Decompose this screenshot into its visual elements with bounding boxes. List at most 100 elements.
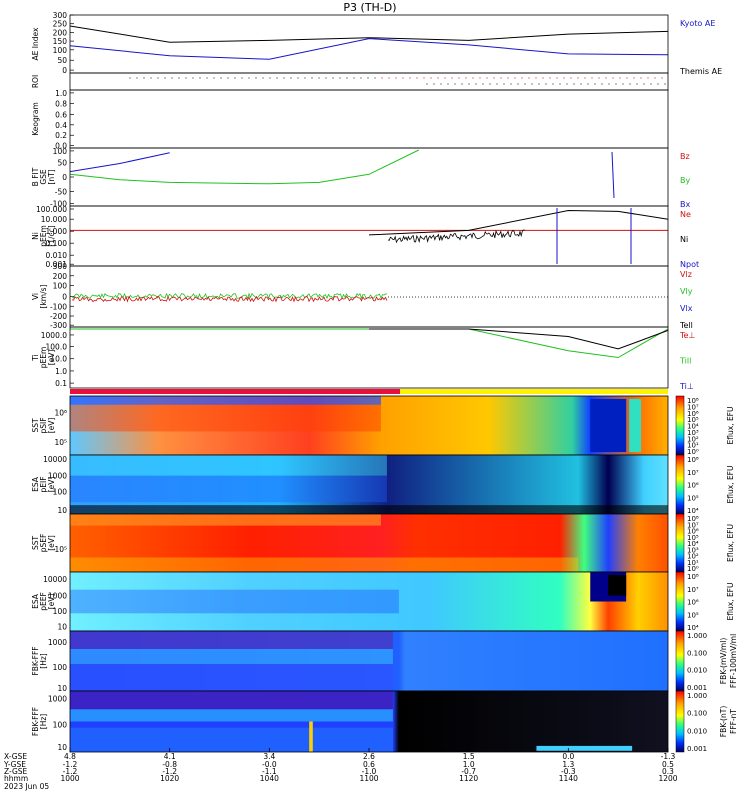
panel-ylabel: [eV] (47, 350, 56, 366)
roi-dot (608, 83, 610, 85)
colorbar-tick-label: 0.100 (687, 649, 707, 657)
colorbar-tick-label: 10⁸ (687, 515, 699, 523)
roi-dot (584, 77, 586, 79)
roi-dot (601, 83, 603, 85)
roi-dot (524, 83, 526, 85)
axis-column-value: 1120 (459, 774, 478, 783)
colorbar-tick-label: 10⁶ (687, 410, 699, 418)
axis-column-value: 4.1 (164, 752, 176, 761)
y-tick-label: 200 (53, 272, 68, 281)
y-tick-label: 10⁶ (54, 409, 67, 418)
y-tick-label: 150 (53, 37, 68, 46)
y-tick-label: 10 (57, 684, 67, 693)
colorbar-label: FBK-(mV/ml) (719, 638, 728, 685)
legend-label: Ti⊥ (679, 382, 694, 391)
panel-ylabel: [eV] (47, 418, 56, 434)
y-tick-label: 0.8 (55, 99, 67, 108)
colorbar-label: Eflux, EFU (726, 524, 735, 562)
panel-ylabel: ESA (31, 476, 40, 492)
y-tick-label: 0.001 (46, 260, 68, 269)
axis-column-value: -1.2 (63, 760, 78, 769)
roi-dot (661, 77, 663, 79)
roi-dot (304, 77, 306, 79)
panel-frame (69, 147, 669, 207)
roi-dot (654, 77, 656, 79)
roi-dot (430, 77, 432, 79)
roi-dot (622, 83, 624, 85)
roi-dot (416, 77, 418, 79)
legend-label: Ni (680, 235, 688, 244)
panel-ylabel: B FIT (31, 167, 40, 186)
roi-dot (433, 83, 435, 85)
roi-dot (615, 83, 617, 85)
roi-dot (587, 83, 589, 85)
roi-dot (381, 77, 383, 79)
panel-ylabel: Vi (31, 293, 40, 300)
fbk-bfield-band (70, 691, 393, 710)
roi-dot (650, 83, 652, 85)
fbk-efield-band (70, 664, 393, 691)
roi-dot (325, 77, 327, 79)
roi-dot (395, 77, 397, 79)
roi-dot (402, 77, 404, 79)
panel-frame (69, 205, 669, 267)
roi-dot (493, 77, 495, 79)
panel-esa_i: ESA pEIF [eV] 10000 1000 100 10 (31, 454, 669, 515)
colorbar-tick-label: 10⁴ (687, 624, 699, 632)
roi-dot (594, 83, 596, 85)
roi-dot (657, 83, 659, 85)
colorbar-tick-label: 0.001 (687, 745, 707, 753)
colorbar-tick-label: 10⁷ (687, 521, 699, 529)
axis-column-value: -0.7 (461, 767, 476, 776)
panel-bfield: B FIT GSE [nT] 100 50 0 -50 -100 Bz By Bx (31, 147, 690, 209)
series-line-kyotoae (69, 38, 669, 60)
roi-dot (542, 77, 544, 79)
y-tick-label: 100 (53, 663, 68, 672)
roi-dot (507, 77, 509, 79)
roi-dot (538, 83, 540, 85)
roi-dot (220, 77, 222, 79)
esa-ion-band (70, 475, 387, 503)
panel-temp: Ti pEEm [eV] 1000.0 100.0 10.0 1.0 0.1 Te⊥ Till Ti… (31, 326, 695, 391)
y-tick-label: 0.0 (55, 142, 67, 151)
legend-label: Tell (679, 321, 693, 330)
axis-column-value: -1.2 (63, 767, 78, 776)
roi-dot (482, 83, 484, 85)
roi-dot (388, 77, 390, 79)
y-tick-label: 300 (53, 11, 68, 20)
axis-column-value: 1040 (260, 774, 279, 783)
roi-dot (234, 77, 236, 79)
axis-column-value: 1020 (160, 774, 179, 783)
panel-ylabel: SST (31, 536, 40, 551)
roi-dot (598, 77, 600, 79)
colorbar-label: FFF-nT (729, 709, 738, 734)
roi-dot (486, 77, 488, 79)
colorbar-tick-label: 1.000 (687, 632, 707, 640)
roi-dot (496, 83, 498, 85)
fbk-efield-band (70, 649, 393, 664)
colorbar-label: FFF-100mV/ml (729, 634, 738, 688)
colorbar-tick-label: 10² (687, 553, 699, 561)
panel-ylabel: [Hz] (39, 714, 48, 730)
axis-column-value: -1.2 (162, 767, 177, 776)
roi-dot (360, 77, 362, 79)
axis-column-value: 1100 (359, 774, 378, 783)
roi-dot (633, 77, 635, 79)
y-tick-label: 0.4 (55, 121, 67, 130)
y-tick-label: 10 (57, 622, 67, 631)
axis-column-value: 1.3 (562, 760, 574, 769)
colorbar-tick-label: 10³ (687, 429, 699, 437)
roi-dot (612, 77, 614, 79)
orbit-bar-red (70, 389, 400, 394)
roi-dot (290, 77, 292, 79)
sst-ion-band (70, 404, 381, 432)
y-tick-label: 1000 (48, 638, 67, 647)
colorbar-tick-label: 0.010 (687, 727, 707, 735)
roi-dot (468, 83, 470, 85)
roi-dot (444, 77, 446, 79)
y-tick-label: 1.0 (55, 367, 67, 376)
colorbar-tick-label: 10¹ (687, 559, 699, 567)
